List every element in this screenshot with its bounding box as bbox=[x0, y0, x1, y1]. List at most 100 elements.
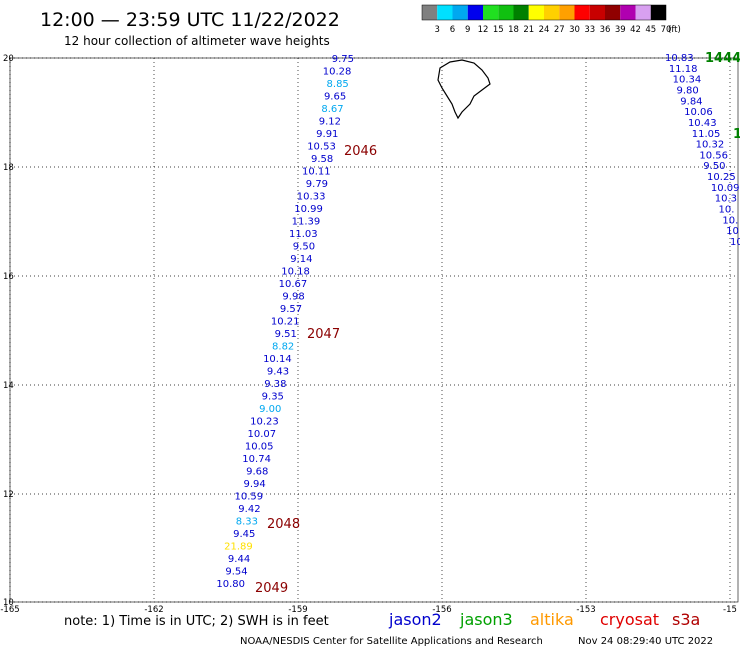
legend-swatch bbox=[498, 5, 514, 20]
wave-value: 8.85 bbox=[327, 79, 349, 90]
legend-swatch bbox=[650, 5, 666, 20]
track-1-values: 9.75 10.288.85 9.658.67 9.129.91 10.539.58 10… bbox=[216, 54, 354, 590]
wave-value: 8.67 bbox=[321, 104, 343, 115]
island-outline bbox=[437, 59, 491, 120]
legend-label: 45 bbox=[645, 25, 656, 35]
legend-label: 9 bbox=[465, 25, 470, 35]
legend-swatch bbox=[544, 5, 560, 20]
wave-value: 10 bbox=[726, 226, 739, 237]
wave-value: 9.50 bbox=[293, 242, 315, 253]
wave-value: 9.94 bbox=[243, 479, 265, 490]
y-tick-label: 16 bbox=[3, 272, 14, 282]
legend-label: 15 bbox=[493, 25, 504, 35]
legend-swatch bbox=[437, 5, 453, 20]
wave-value: 9.65 bbox=[324, 92, 346, 103]
wave-value: 10.21 bbox=[271, 317, 300, 328]
wave-value: 10.28 bbox=[323, 67, 352, 78]
wave-value: 9.42 bbox=[238, 504, 260, 515]
wave-value: 10.53 bbox=[307, 142, 336, 153]
legend-border bbox=[421, 4, 667, 21]
y-tick-label: 20 bbox=[3, 54, 14, 64]
x-tick-label: -165 bbox=[0, 605, 19, 615]
legend-label: 24 bbox=[539, 25, 550, 35]
wave-value: 10.83 bbox=[665, 53, 694, 64]
wave-value: 9.54 bbox=[225, 567, 247, 578]
x-tick-label: -15 bbox=[723, 605, 737, 615]
wave-value: 10.23 bbox=[250, 417, 279, 428]
legend-swatch bbox=[422, 5, 438, 20]
legend-swatch bbox=[452, 5, 468, 20]
legend-label: 42 bbox=[630, 25, 641, 35]
wave-value: 9.68 bbox=[246, 467, 268, 478]
legend-swatch bbox=[635, 5, 651, 20]
legend-swatch bbox=[483, 5, 499, 20]
satellite-name: jason2 bbox=[388, 610, 442, 629]
y-tick-label: 18 bbox=[3, 163, 14, 173]
wave-value: 9.44 bbox=[228, 554, 250, 565]
wave-value: 10.33 bbox=[297, 192, 326, 203]
wave-value: 9.45 bbox=[233, 529, 255, 540]
legend-label: 12 bbox=[478, 25, 489, 35]
pass-label: 2046 bbox=[344, 144, 377, 159]
wave-value: 9.75 bbox=[332, 54, 354, 65]
wave-value: 9.98 bbox=[282, 292, 304, 303]
wave-value: 9.57 bbox=[280, 304, 302, 315]
legend-swatch bbox=[589, 5, 605, 20]
wave-value: 10.09 bbox=[711, 183, 740, 194]
wave-value: 9.84 bbox=[680, 96, 702, 107]
color-legend: 3 6 9 12 15 18 21 24 27 30 33 36 39 42 45 70(ft) bbox=[421, 4, 681, 35]
legend-label: 27 bbox=[554, 25, 565, 35]
footer-note: note: 1) Time is in UTC; 2) SWH is in fe… bbox=[64, 614, 329, 629]
wave-value: 10. bbox=[722, 215, 738, 226]
pass-label: 2049 bbox=[255, 581, 288, 596]
legend-swatch bbox=[528, 5, 544, 20]
wave-value: 10.59 bbox=[235, 492, 264, 503]
x-tick-label: -156 bbox=[432, 605, 451, 615]
wave-value: 9.14 bbox=[290, 254, 312, 265]
wave-value: 10.43 bbox=[688, 118, 717, 129]
wave-value: 10.3 bbox=[715, 194, 737, 205]
wave-value: 10.07 bbox=[248, 429, 277, 440]
satellite-name: jason3 bbox=[459, 610, 513, 629]
satellite-key: jason2 jason3 altika cryosat s3a bbox=[388, 610, 700, 629]
wave-value: 10.80 bbox=[216, 579, 245, 590]
wave-value: 10.56 bbox=[699, 150, 728, 161]
pass-label: 1444 bbox=[705, 51, 740, 66]
x-tick-label: -159 bbox=[288, 605, 307, 615]
timestamp: Nov 24 08:29:40 UTC 2022 bbox=[578, 636, 713, 647]
wave-value: 21.89 bbox=[224, 542, 253, 553]
satellite-name: cryosat bbox=[600, 610, 659, 629]
satellite-name: altika bbox=[530, 610, 574, 629]
map-subtitle: 12 hour collection of altimeter wave hei… bbox=[64, 34, 330, 48]
wave-value: 9.51 bbox=[275, 329, 297, 340]
credit-line: NOAA/NESDIS Center for Satellite Applica… bbox=[240, 636, 543, 647]
wave-value: 9.79 bbox=[306, 179, 328, 190]
wave-value: 10.99 bbox=[294, 204, 323, 215]
legend-swatch bbox=[574, 5, 590, 20]
track-2-values: 10.8311.1810.349.809.8410.0610.4311.0510… bbox=[665, 53, 740, 248]
wave-value: 11.39 bbox=[292, 217, 321, 228]
legend-swatch bbox=[467, 5, 483, 20]
wave-value: 10.05 bbox=[245, 442, 274, 453]
wave-value: 9.80 bbox=[676, 85, 698, 96]
legend-label: 33 bbox=[584, 25, 595, 35]
lat-lon-grid bbox=[9, 57, 738, 603]
wave-value: 11.03 bbox=[289, 229, 318, 240]
axis-ticks: -165 -162 -159 -156 -153 -15 20 18 16 14 12 10 bbox=[0, 54, 737, 615]
legend-label: 36 bbox=[600, 25, 611, 35]
wave-value: 9.50 bbox=[703, 161, 725, 172]
legend-label: 3 bbox=[435, 25, 440, 35]
wave-value: 8.33 bbox=[236, 517, 258, 528]
pass-label: 2047 bbox=[307, 327, 340, 342]
legend-label: 6 bbox=[450, 25, 455, 35]
wave-value: 11.05 bbox=[692, 129, 721, 140]
y-tick-label: 14 bbox=[3, 381, 14, 391]
legend-swatch bbox=[605, 5, 621, 20]
wave-value: 9.43 bbox=[267, 367, 289, 378]
wave-value: 10. bbox=[719, 205, 735, 216]
wave-value: 8.82 bbox=[272, 342, 294, 353]
legend-label: 30 bbox=[569, 25, 580, 35]
x-tick-label: -153 bbox=[576, 605, 595, 615]
wave-value: 10.18 bbox=[281, 267, 310, 278]
